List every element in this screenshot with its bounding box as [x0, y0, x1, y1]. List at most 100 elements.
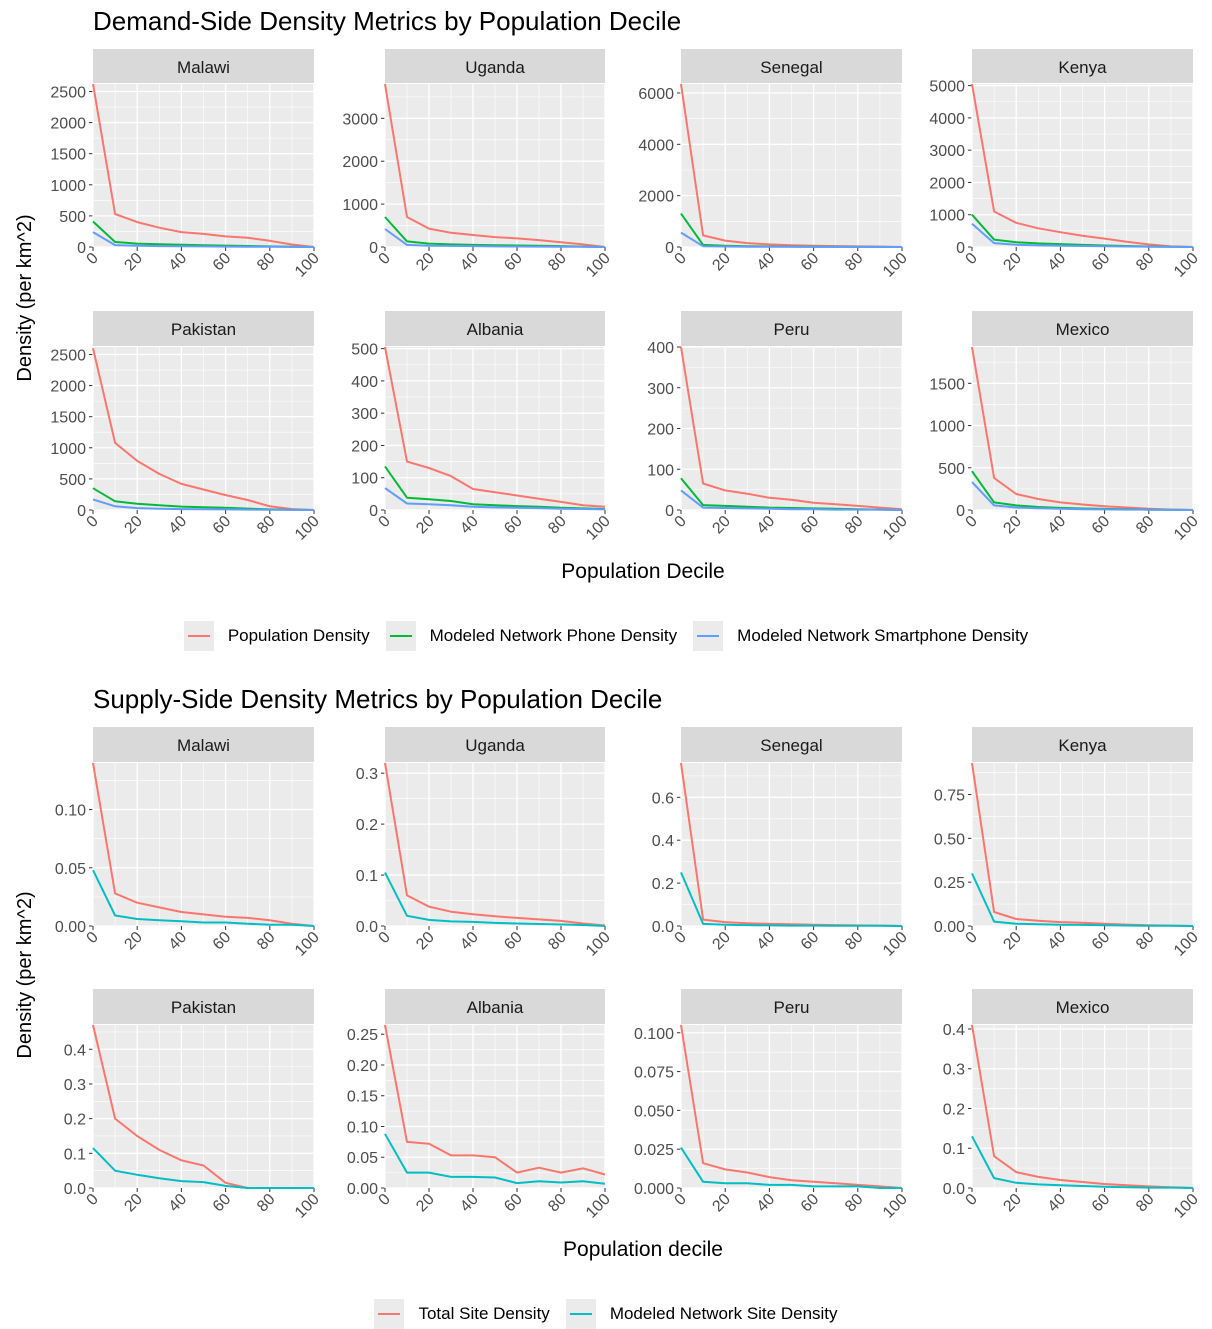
x-tick-label: 20	[121, 250, 146, 275]
x-tick-label: 20	[709, 929, 734, 954]
series-line-modeled-network-site-density	[680, 872, 903, 927]
supply-legend: Total Site Density Modeled Network Site …	[0, 1299, 1212, 1329]
x-tick-label: 80	[1133, 250, 1158, 275]
x-tick-label: 0	[963, 1191, 981, 1209]
facet-strip	[385, 989, 605, 1024]
facet-strip	[972, 727, 1193, 762]
demand-panel-senegal: Senegal 0 2000 4000 6000 0 20 40 60 80 100	[638, 49, 911, 281]
legend-label-phone-density: Modeled Network Phone Density	[429, 626, 678, 645]
series-line-modeled-network-smartphone-density	[680, 489, 903, 511]
y-tick-label: 400	[647, 340, 674, 357]
x-tick-label: 0	[672, 513, 690, 531]
x-tick-label: 60	[1089, 250, 1114, 275]
y-tick-label: 0.0	[652, 919, 674, 936]
facet-label: Mexico	[1056, 320, 1110, 339]
y-tick-label: 0.00	[934, 919, 965, 936]
x-tick-label: 40	[754, 929, 779, 954]
legend-item-total-site-density: Total Site Density	[374, 1299, 550, 1329]
series-line-modeled-network-smartphone-density	[971, 481, 1194, 511]
demand-panel-pakistan: Pakistan 0 500 1000 1500 2000 2500 0 20 40 60 80 100	[50, 311, 323, 544]
y-tick-label: 0.3	[943, 1062, 965, 1079]
x-tick-label: 80	[254, 513, 279, 538]
x-tick-label: 60	[1089, 929, 1114, 954]
x-tick-label: 40	[754, 1191, 779, 1216]
x-tick-label: 40	[166, 929, 191, 954]
x-tick-label: 20	[1000, 1191, 1025, 1216]
legend-item-phone-density: Modeled Network Phone Density	[385, 621, 678, 651]
series-line-modeled-network-smartphone-density	[384, 487, 606, 511]
x-tick-label: 0	[963, 250, 981, 268]
x-tick-label: 20	[1000, 513, 1025, 538]
legend-item-smartphone-density: Modeled Network Smartphone Density	[693, 621, 1028, 651]
x-tick-label: 20	[1000, 929, 1025, 954]
x-tick-label: 60	[501, 250, 526, 275]
x-tick-label: 20	[709, 250, 734, 275]
y-tick-label: 0	[665, 503, 674, 520]
y-tick-label: 500	[938, 461, 965, 478]
legend-key-population-density	[183, 621, 214, 651]
x-tick-label: 0	[376, 929, 394, 947]
series-line-total-site-density	[384, 1024, 606, 1176]
x-tick-label: 0	[672, 1191, 690, 1209]
series-line-modeled-network-site-density	[92, 869, 315, 927]
y-tick-label: 500	[59, 209, 86, 226]
x-tick-label: 20	[121, 929, 146, 954]
y-tick-label: 0	[77, 240, 86, 257]
y-tick-label: 0.2	[943, 1101, 965, 1118]
x-tick-label: 0	[376, 1191, 394, 1209]
y-tick-label: 0.00	[347, 1181, 378, 1198]
facet-strip	[681, 727, 902, 762]
y-tick-label: 0.100	[634, 1026, 674, 1043]
x-tick-label: 60	[501, 1191, 526, 1216]
facet-label: Kenya	[1058, 736, 1107, 755]
y-tick-label: 200	[647, 422, 674, 439]
y-tick-label: 0.2	[356, 817, 378, 834]
y-tick-label: 2000	[929, 175, 965, 192]
series-line-modeled-network-site-density	[92, 1147, 314, 1189]
y-tick-label: 0.4	[652, 833, 674, 850]
y-tick-label: 0.2	[652, 876, 674, 893]
x-tick-label: 60	[210, 250, 235, 275]
series-line-modeled-network-site-density	[384, 872, 606, 927]
y-tick-label: 0.1	[943, 1141, 965, 1158]
y-tick-label: 5000	[929, 79, 965, 96]
y-tick-label: 0.05	[55, 861, 86, 878]
facet-strip	[93, 989, 314, 1024]
x-tick-label: 60	[501, 929, 526, 954]
facet-strip	[681, 49, 902, 83]
x-tick-label: 20	[413, 1191, 438, 1216]
facet-label: Peru	[774, 998, 810, 1017]
x-tick-label: 100	[880, 929, 911, 960]
x-tick-label: 20	[121, 1191, 146, 1216]
x-tick-label: 80	[842, 1191, 867, 1216]
legend-item-network-site-density: Modeled Network Site Density	[565, 1299, 838, 1329]
y-tick-label: 0	[369, 503, 378, 520]
series-line-population-density	[92, 347, 315, 511]
y-tick-label: 0.075	[634, 1065, 674, 1082]
x-tick-label: 0	[672, 250, 690, 268]
facet-label: Pakistan	[171, 998, 236, 1017]
x-tick-label: 80	[842, 929, 867, 954]
y-tick-label: 0.0	[943, 1181, 965, 1198]
supply-panel-senegal: Senegal 0.0 0.2 0.4 0.6 0 20 40 60 80 100	[652, 727, 911, 960]
demand-panel-peru: Peru 0 100 200 300 400 0 20 40 60 80 100	[647, 311, 911, 544]
y-tick-label: 0	[369, 240, 378, 257]
x-tick-label: 20	[1000, 250, 1025, 275]
x-tick-label: 100	[292, 250, 323, 281]
x-tick-label: 0	[84, 513, 102, 531]
x-tick-label: 80	[254, 929, 279, 954]
y-tick-label: 0.2	[64, 1112, 86, 1129]
x-tick-label: 60	[798, 513, 823, 538]
facet-label: Senegal	[760, 736, 822, 755]
series-line-modeled-network-smartphone-density	[92, 231, 315, 248]
y-tick-label: 2000	[638, 189, 674, 206]
x-tick-label: 100	[583, 513, 614, 544]
facet-label: Peru	[774, 320, 810, 339]
x-tick-label: 100	[1171, 250, 1202, 281]
x-tick-label: 60	[798, 929, 823, 954]
facet-strip	[681, 311, 902, 346]
y-tick-label: 0.0	[356, 919, 378, 936]
x-tick-label: 60	[210, 1191, 235, 1216]
x-tick-label: 80	[545, 929, 570, 954]
facet-label: Albania	[467, 998, 524, 1017]
